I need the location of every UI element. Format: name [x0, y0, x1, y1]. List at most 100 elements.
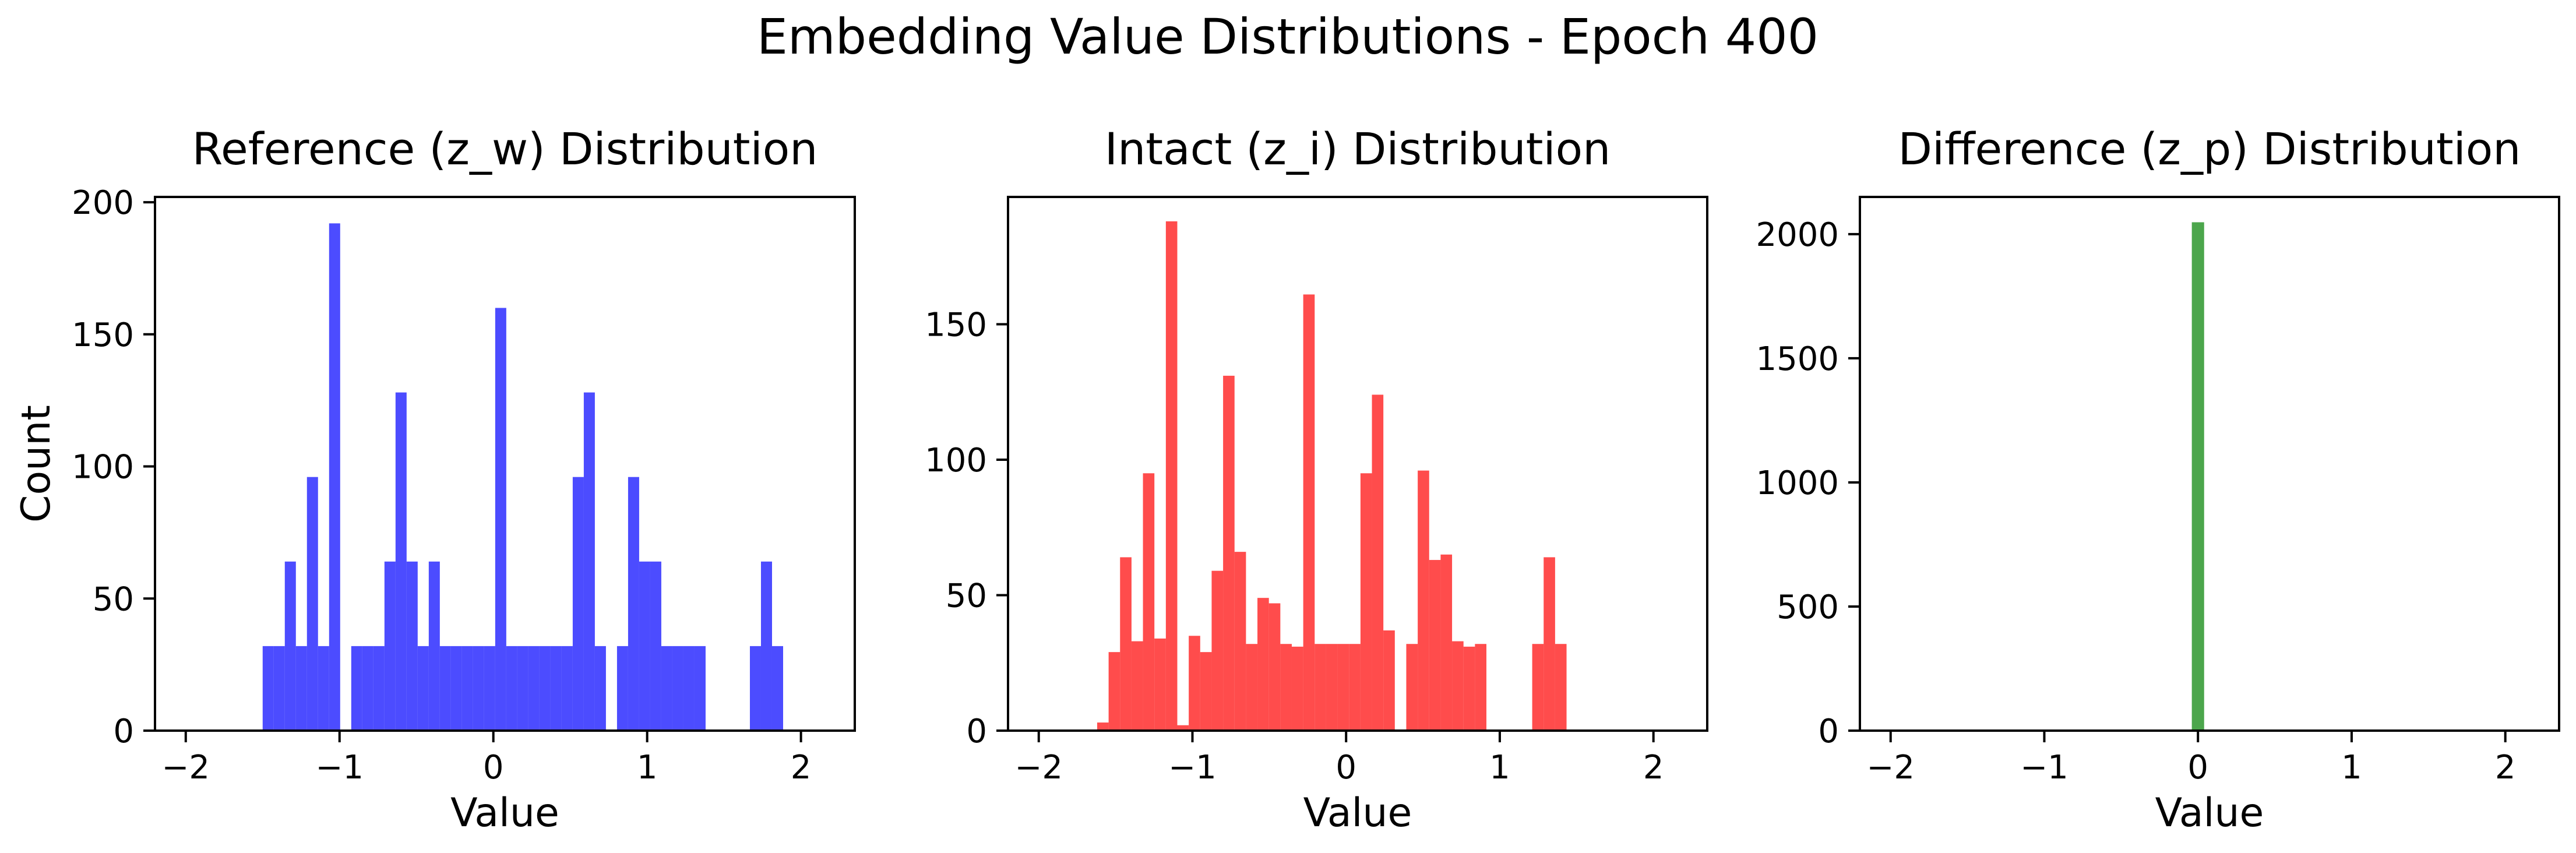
histogram-bar [1120, 557, 1132, 731]
x-tick-label: 0 [2187, 749, 2208, 787]
plot-title: Intact (z_i) Distribution [1105, 123, 1611, 175]
x-tick-label: −1 [2020, 749, 2068, 787]
histogram-bar [506, 646, 517, 731]
histogram-bar [1097, 722, 1109, 731]
histogram-bar [550, 646, 562, 731]
histogram-bar [672, 646, 683, 731]
plot-title: Reference (z_w) Distribution [192, 123, 818, 175]
histogram-bar [1337, 644, 1349, 731]
histogram-bar [771, 646, 783, 731]
histogram-bar [1555, 644, 1567, 731]
histogram-bar [616, 646, 628, 731]
histogram-bar [1315, 644, 1326, 731]
x-tick-label: −1 [1168, 749, 1217, 787]
histogram-bar [1463, 646, 1475, 731]
histogram-bar [1383, 630, 1395, 731]
histogram-bar [1532, 644, 1544, 731]
histogram-bar [1372, 394, 1384, 731]
plot-title: Difference (z_p) Distribution [1898, 123, 2521, 175]
histogram-bar [760, 561, 772, 731]
histogram-bar [583, 392, 595, 731]
histogram-bar [1143, 473, 1155, 731]
histogram-bar [1475, 644, 1487, 731]
histogram-bar [484, 646, 495, 731]
y-tick-label: 50 [946, 577, 987, 615]
histogram-bar [1257, 598, 1269, 731]
histogram-bar [373, 646, 385, 731]
histogram-bar [295, 646, 307, 731]
y-tick-label: 0 [113, 713, 134, 750]
histogram-bar [517, 646, 528, 731]
histogram-bar [473, 646, 484, 731]
histogram-bar [1177, 725, 1189, 731]
histogram-bar [417, 646, 429, 731]
histogram-bar [1406, 644, 1418, 731]
x-axis-label: Value [1303, 790, 1412, 836]
y-tick-label: 500 [1777, 588, 1839, 626]
histogram-bar [262, 646, 274, 731]
x-tick-label: 2 [791, 749, 812, 787]
histogram-bar [1268, 603, 1281, 731]
histogram-bar [1326, 644, 1338, 731]
x-tick-label: −2 [162, 749, 210, 787]
histogram-bar [273, 646, 285, 731]
histogram-bar [1246, 644, 1258, 731]
histogram-bar [749, 646, 761, 731]
x-tick-label: 0 [1335, 749, 1356, 787]
histogram-bar [406, 561, 418, 731]
y-tick-label: 100 [925, 442, 987, 480]
histogram-bar [528, 646, 540, 731]
histogram-bar [683, 646, 695, 731]
plot-frame [1007, 196, 1708, 732]
histogram-bar [450, 646, 462, 731]
histogram-bar [1200, 652, 1212, 731]
histogram-bar [1452, 641, 1464, 731]
histogram-bar [1440, 554, 1453, 731]
histogram-bar [1418, 470, 1429, 731]
x-tick-label: 2 [1643, 749, 1664, 787]
histogram-reference: −2 −1 0 1 2 0 50 100 150 200 Reference (z_w) Distr… [13, 123, 856, 836]
y-tick-label: 1500 [1756, 340, 1839, 378]
histogram-bar [1211, 570, 1224, 731]
plot-frame [1859, 196, 2560, 732]
histogram-bar [318, 646, 329, 731]
y-tick-label: 150 [925, 306, 987, 344]
histogram-bar [1223, 375, 1235, 731]
histogram-bar [1303, 294, 1315, 731]
y-tick-label: 150 [72, 316, 134, 354]
histogram-bar [1189, 636, 1200, 731]
histogram-bar [428, 561, 440, 731]
y-tick-label: 2000 [1756, 216, 1839, 254]
y-tick-label: 0 [1818, 713, 1839, 750]
x-axis-label: Value [450, 790, 559, 836]
histogram-bar [2191, 222, 2204, 731]
histogram-difference: −2 −1 0 1 2 0 500 1000 1500 2000 Difference (z_p) … [1756, 123, 2560, 836]
x-tick-label: 1 [2341, 749, 2362, 787]
histogram-intact: −2 −1 0 1 2 0 50 100 150 Intact (z_i) Distributio… [925, 123, 1708, 836]
histogram-bar [306, 477, 318, 731]
x-tick-label: −2 [1866, 749, 1915, 787]
x-tick-label: 1 [637, 749, 658, 787]
histogram-bar [694, 646, 706, 731]
histogram-bar [1108, 652, 1120, 731]
y-tick-label: 0 [966, 713, 987, 750]
histogram-bar [1429, 560, 1441, 731]
histogram-bar [572, 477, 584, 731]
y-tick-label: 100 [72, 449, 134, 487]
plot-frame [154, 196, 856, 732]
histogram-bar [1349, 644, 1361, 731]
histogram-bar [1234, 552, 1246, 731]
histogram-bar [384, 561, 396, 731]
histogram-bar [650, 561, 661, 731]
x-tick-label: 2 [2495, 749, 2516, 787]
histogram-bar [628, 477, 639, 731]
histogram-bar [561, 646, 573, 731]
x-tick-label: −2 [1014, 749, 1063, 787]
histogram-bar [539, 646, 551, 731]
histogram-bar [1360, 473, 1372, 731]
histogram-bar [439, 646, 451, 731]
histogram-bar [1544, 557, 1555, 731]
histogram-bar [495, 308, 506, 731]
histogram-bar [639, 561, 650, 731]
